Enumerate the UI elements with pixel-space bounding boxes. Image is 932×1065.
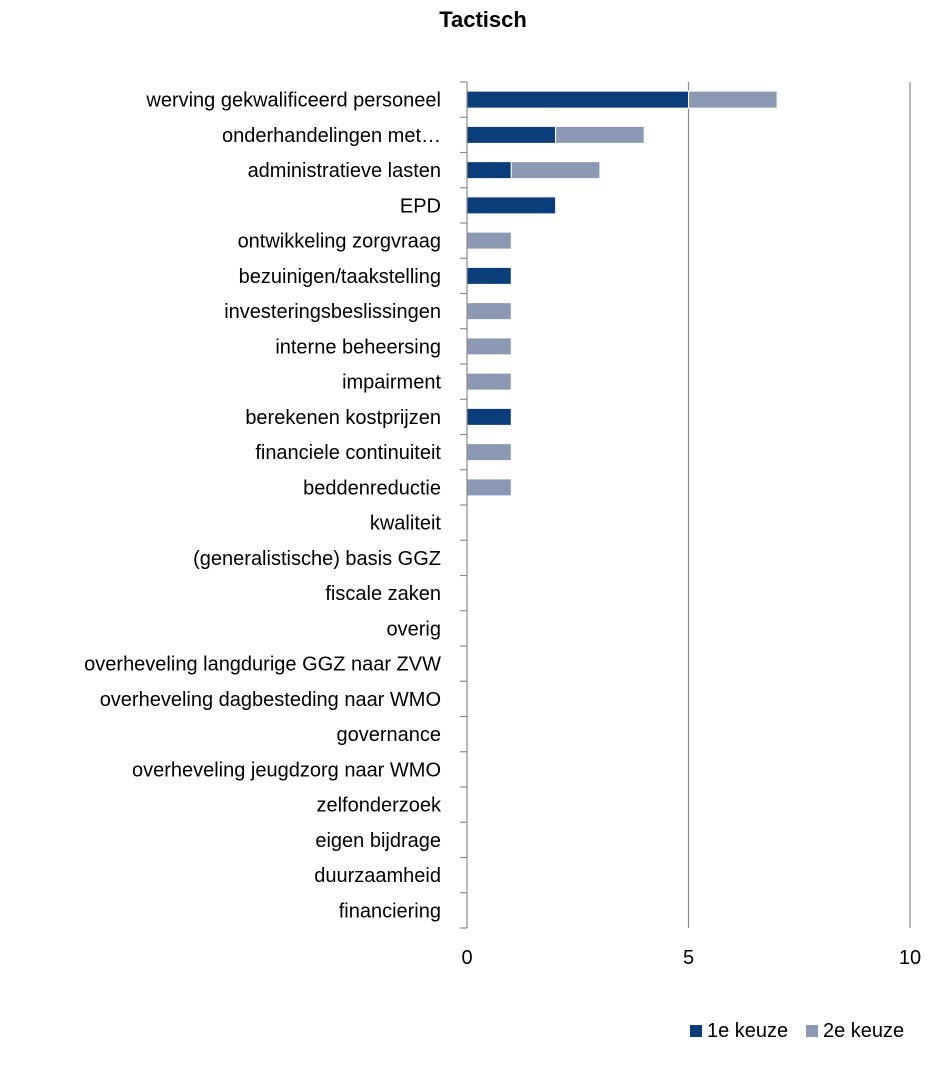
bar-2-8 [466, 372, 512, 391]
category-label: interne beheersing [275, 336, 441, 358]
bar-1-9 [466, 407, 512, 426]
legend-swatch-2 [806, 1025, 818, 1037]
bar-1-3 [466, 196, 557, 215]
bar-2-0 [688, 90, 778, 109]
category-label: administratieve lasten [248, 160, 441, 182]
category-label: duurzaamheid [314, 865, 441, 887]
x-tick-label: 10 [899, 947, 921, 969]
bar-1-2 [466, 161, 512, 180]
bar-2-6 [466, 302, 512, 321]
category-label: fiscale zaken [325, 583, 441, 605]
category-label: bezuinigen/taakstelling [239, 266, 441, 288]
bars [466, 90, 778, 497]
bar-2-7 [466, 337, 512, 356]
gridlines [687, 82, 911, 928]
bar-2-1 [555, 125, 645, 144]
category-label: onderhandelingen met… [222, 125, 441, 147]
category-label: EPD [400, 195, 441, 217]
category-labels: werving gekwalificeerd personeel onderhan… [84, 90, 442, 923]
legend: 1e keuze 2e keuze [690, 1020, 904, 1042]
category-label: impairment [342, 372, 441, 394]
category-label: berekenen kostprijzen [245, 407, 441, 429]
legend-swatch-1 [690, 1025, 702, 1037]
category-label: zelfonderzoek [316, 795, 442, 817]
bar-1-5 [466, 266, 512, 285]
chart-title: Tactisch [439, 7, 527, 32]
bar-2-2 [510, 161, 601, 180]
bar-1-1 [466, 125, 557, 144]
category-label: overheveling langdurige GGZ naar ZVW [84, 654, 441, 676]
x-tick-label: 5 [683, 947, 694, 969]
category-label: investeringsbeslissingen [224, 301, 441, 323]
category-label: eigen bijdrage [315, 830, 441, 852]
category-label: overheveling dagbesteding naar WMO [100, 689, 441, 711]
category-label: governance [336, 724, 441, 746]
bar-2-4 [466, 231, 512, 250]
category-label: kwaliteit [370, 513, 442, 535]
legend-label-2: 2e keuze [823, 1020, 904, 1042]
x-tick-label: 0 [461, 947, 472, 969]
axes [460, 81, 468, 929]
category-label: (generalistische) basis GGZ [193, 548, 441, 570]
category-label: financiering [339, 900, 441, 922]
bar-2-11 [466, 478, 512, 497]
legend-label-1: 1e keuze [707, 1020, 788, 1042]
tick-labels: 0 5 10 [461, 947, 921, 969]
category-label: werving gekwalificeerd personeel [145, 90, 441, 112]
category-label: ontwikkeling zorgvraag [238, 231, 441, 253]
category-label: financiele continuiteit [255, 442, 441, 464]
category-label: overheveling jeugdzorg naar WMO [132, 759, 441, 781]
category-label: overig [387, 618, 441, 640]
category-label: beddenreductie [303, 477, 441, 499]
bar-2-10 [466, 443, 512, 462]
bar-1-0 [466, 90, 689, 109]
